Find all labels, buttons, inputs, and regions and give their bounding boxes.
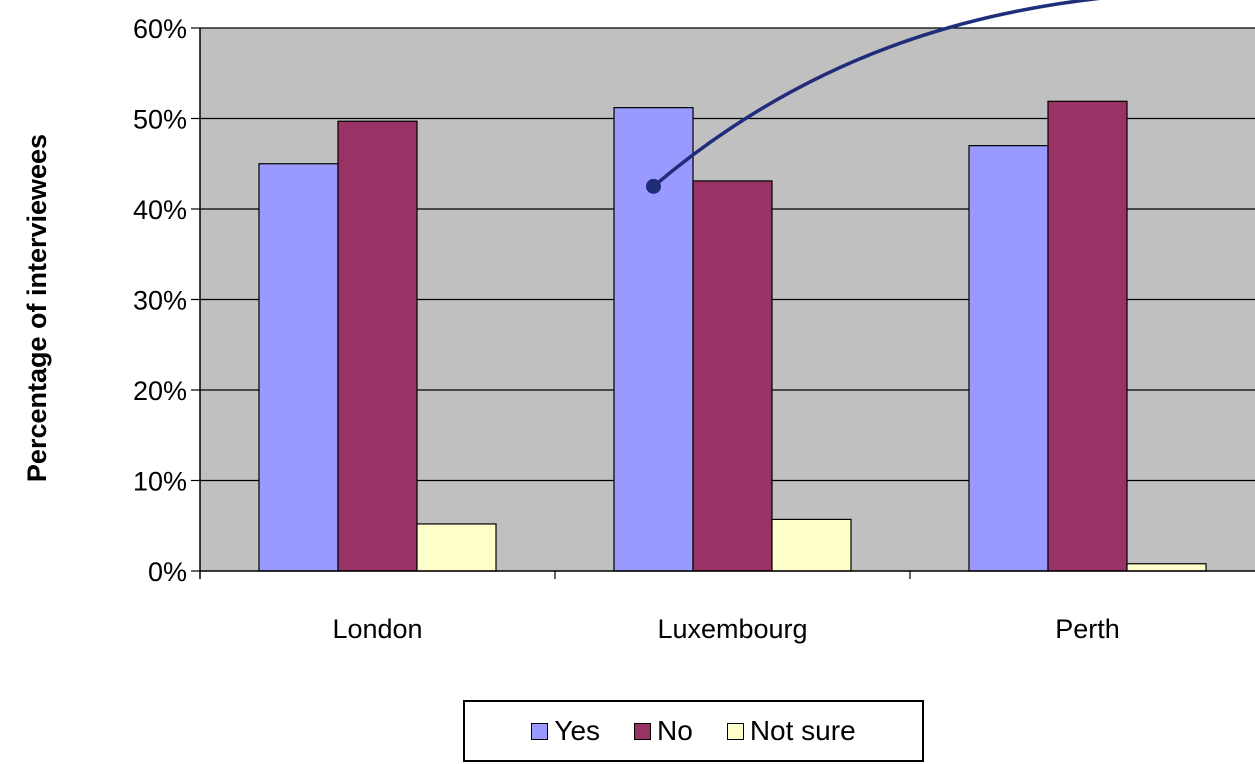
bar-london-yes	[258, 163, 339, 572]
legend-item-yes: Yes	[531, 715, 600, 747]
y-tick-label: 0%	[148, 557, 187, 587]
legend-label: Not sure	[749, 715, 856, 746]
callout-line	[652, 0, 1100, 188]
bar-perth-not-sure	[1126, 563, 1207, 572]
legend-swatch	[531, 722, 549, 740]
legend: Yes No Not sure	[463, 700, 924, 762]
legend-label: No	[657, 715, 693, 746]
x-tick-label: London	[332, 614, 422, 644]
axes	[199, 28, 1255, 579]
y-axis-label: Percentage of interviewees	[22, 134, 52, 482]
y-tick-label: 40%	[133, 195, 187, 225]
x-tick-labels: London Luxembourg Perth	[332, 614, 1119, 644]
x-tick-label: Luxembourg	[657, 614, 807, 644]
y-tick-label: 10%	[133, 467, 187, 497]
legend-item-no: No	[634, 715, 693, 747]
bar-luxembourg-yes	[613, 107, 694, 572]
bar-luxembourg-no	[692, 180, 773, 572]
bar-luxembourg-not-sure	[771, 518, 852, 572]
callout-annotation	[646, 0, 1100, 194]
legend-item-not-sure: Not sure	[726, 715, 856, 747]
callout-dot	[646, 178, 661, 194]
y-tick-label: 30%	[133, 286, 187, 316]
legend-swatch	[634, 722, 652, 740]
y-tick-label: 60%	[133, 14, 187, 44]
y-tick-label: 20%	[133, 376, 187, 406]
bar-london-not-sure	[416, 523, 497, 572]
legend-label: Yes	[554, 715, 601, 746]
x-tick-label: Perth	[1055, 614, 1120, 644]
bar-perth-yes	[968, 145, 1049, 572]
bar-london-no	[337, 120, 418, 572]
y-tick-labels: 0% 10% 20% 30% 40% 50% 60%	[133, 14, 187, 587]
legend-swatch	[726, 722, 744, 740]
bar-perth-no	[1047, 100, 1128, 572]
y-tick-label: 50%	[133, 105, 187, 135]
